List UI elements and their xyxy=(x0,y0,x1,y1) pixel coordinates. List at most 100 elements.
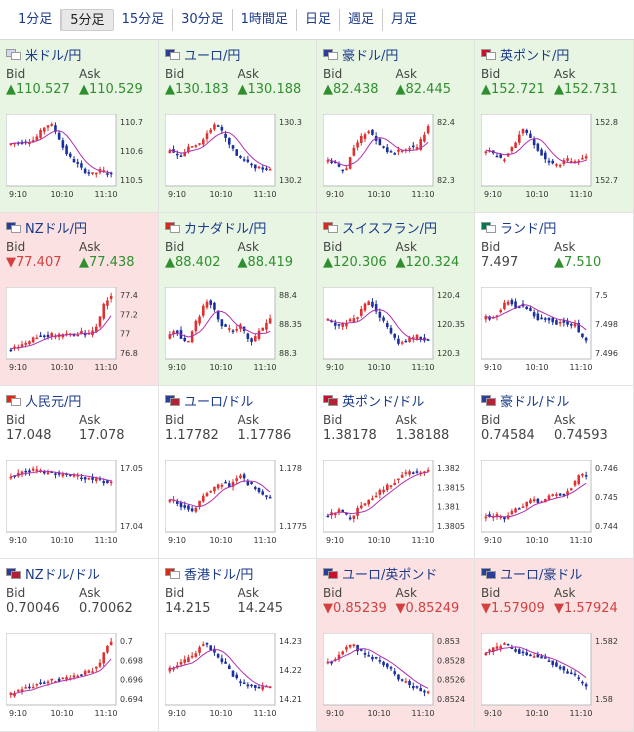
candle-chart[interactable]: 7.5 7.498 7.496 9:10 10:10 11:10 xyxy=(481,287,626,373)
candle-body xyxy=(555,164,558,166)
tab-4[interactable]: 1時間足 xyxy=(233,8,297,31)
y-tick-label: 0.746 xyxy=(595,464,618,473)
candle-body xyxy=(168,150,172,154)
candle-body xyxy=(517,508,521,510)
tab-5[interactable]: 日足 xyxy=(297,8,340,31)
candle-body xyxy=(521,506,525,508)
bid-label: Bid xyxy=(323,586,343,600)
candle-body xyxy=(363,503,367,506)
candle-chart[interactable]: 82.4 82.3 9:10 10:10 11:10 xyxy=(323,114,468,200)
pair-link[interactable]: スイスフラン/円 xyxy=(323,217,468,237)
price-values: 0.70046 0.70062 xyxy=(6,601,152,618)
candle-body xyxy=(547,660,551,662)
plot-area xyxy=(165,287,276,360)
candle-body xyxy=(536,313,540,321)
candle-body xyxy=(187,657,190,663)
candle-body xyxy=(24,470,28,473)
y-tick-label: 17.05 xyxy=(120,464,143,473)
candle-body xyxy=(569,672,573,675)
pair-link[interactable]: NZドル/円 xyxy=(6,217,152,237)
flag-icon xyxy=(481,567,497,579)
candle-body xyxy=(345,168,348,170)
candle-body xyxy=(333,512,337,516)
candle-chart[interactable]: 1.582 1.58 9:10 10:10 11:10 xyxy=(481,633,626,719)
pair-link[interactable]: ユーロ/ドル xyxy=(165,390,310,410)
candle-body xyxy=(87,477,91,480)
candle-body xyxy=(57,472,61,475)
pair-link[interactable]: 香港ドル/円 xyxy=(165,563,310,583)
candle-chart[interactable]: 88.4 88.35 88.3 9:10 10:10 11:10 xyxy=(165,287,310,373)
flag-icon xyxy=(6,394,22,406)
candle-body xyxy=(46,472,50,474)
candle-body xyxy=(333,322,337,326)
candle-body xyxy=(42,335,46,337)
candle-chart[interactable]: 130.3 130.2 9:10 10:10 11:10 xyxy=(165,114,310,200)
pair-link[interactable]: 豪ドル/円 xyxy=(323,44,468,64)
tab-0[interactable]: 1分足 xyxy=(10,8,62,31)
pair-link[interactable]: 英ポンド/円 xyxy=(481,44,627,64)
pair-link[interactable]: NZドル/ドル xyxy=(6,563,152,583)
y-tick-label: 152.7 xyxy=(595,176,618,185)
candle-chart[interactable]: 120.4 120.35 120.3 9:10 10:10 11:10 xyxy=(323,287,468,373)
tab-1[interactable]: 5分足 xyxy=(61,8,114,31)
pair-link[interactable]: 人民元/円 xyxy=(6,390,152,410)
candle-body xyxy=(547,317,551,321)
candle-chart[interactable]: 0.853 0.8528 0.8526 0.8524 9:10 10:10 11:10 xyxy=(323,633,468,719)
candle-body xyxy=(495,646,499,649)
candle-body xyxy=(408,681,411,686)
pair-link[interactable]: ユーロ/円 xyxy=(165,44,310,64)
candle-chart[interactable]: 0.7 0.698 0.696 0.694 9:10 10:10 11:10 xyxy=(6,633,151,719)
candle-chart[interactable]: 152.8 152.7 9:10 10:10 11:10 xyxy=(481,114,626,200)
rate-card: 米ドル/円 Bid Ask ▲110.527 ▲110.529 110.7 110.6 110… xyxy=(0,40,159,213)
bid-label: Bid xyxy=(481,67,501,81)
candle-body xyxy=(220,658,224,663)
candle-chart[interactable]: 1.178 1.1775 9:10 10:10 11:10 xyxy=(165,460,310,546)
candle-body xyxy=(250,684,253,687)
candle-body xyxy=(345,646,348,650)
candle-body xyxy=(98,662,102,667)
pair-link[interactable]: ユーロ/豪ドル xyxy=(481,563,627,583)
tab-2[interactable]: 15分足 xyxy=(114,8,174,31)
candle-body xyxy=(503,159,506,161)
candle-body xyxy=(172,668,175,670)
tab-7[interactable]: 月足 xyxy=(390,11,417,27)
candle-body xyxy=(201,644,205,646)
pair-link[interactable]: 豪ドル/ドル xyxy=(481,390,627,410)
pair-link[interactable]: 英ポンド/ドル xyxy=(323,390,468,410)
candle-body xyxy=(76,334,80,337)
chart-svg: 1.178 1.1775 9:10 10:10 11:10 xyxy=(165,460,307,545)
candle-body xyxy=(536,143,540,151)
price-values: 14.215 14.245 xyxy=(165,601,310,618)
candle-body xyxy=(83,168,87,173)
candle-chart[interactable]: 110.7 110.6 110.5 9:10 10:10 11:10 xyxy=(6,114,151,200)
candle-chart[interactable]: 17.05 17.04 9:10 10:10 11:10 xyxy=(6,460,151,546)
candle-body xyxy=(175,153,179,156)
candle-body xyxy=(415,334,419,340)
candle-chart[interactable]: 77.4 77.2 77 76.8 9:10 10:10 11:10 xyxy=(6,287,151,373)
candle-body xyxy=(94,666,98,669)
x-tick-label: 11:10 xyxy=(253,190,276,199)
candle-body xyxy=(175,330,179,333)
pair-link[interactable]: 米ドル/円 xyxy=(6,44,152,64)
pair-link[interactable]: ランド/円 xyxy=(481,217,627,237)
candle-body xyxy=(261,167,265,170)
ask-value: ▲120.324 xyxy=(395,255,460,270)
tab-6[interactable]: 週足 xyxy=(340,8,383,31)
x-tick-label: 9:10 xyxy=(168,363,186,372)
moving-average-line xyxy=(169,131,271,169)
rate-card: 英ポンド/円 Bid Ask ▲152.721 ▲152.731 152.8 152.7 9:… xyxy=(475,40,634,213)
candle-body xyxy=(385,663,389,668)
tab-3[interactable]: 30分足 xyxy=(173,8,233,31)
candle-body xyxy=(532,312,536,317)
pair-link[interactable]: カナダドル/円 xyxy=(165,217,310,237)
candle-body xyxy=(190,508,194,512)
candle-body xyxy=(397,674,400,680)
pair-link[interactable]: ユーロ/英ポンド xyxy=(323,563,468,583)
bid-label: Bid xyxy=(6,240,26,254)
ask-value: ▲152.731 xyxy=(554,82,618,97)
candle-chart[interactable]: 14.23 14.22 14.21 9:10 10:10 11:10 xyxy=(165,633,310,719)
bid-value: ▼0.85239 xyxy=(323,601,387,616)
x-tick-label: 11:10 xyxy=(253,363,276,372)
candle-chart[interactable]: 1.382 1.3815 1.381 1.3805 9:10 10:10 11:10 xyxy=(323,460,468,546)
candle-chart[interactable]: 0.746 0.745 0.744 9:10 10:10 11:10 xyxy=(481,460,626,546)
